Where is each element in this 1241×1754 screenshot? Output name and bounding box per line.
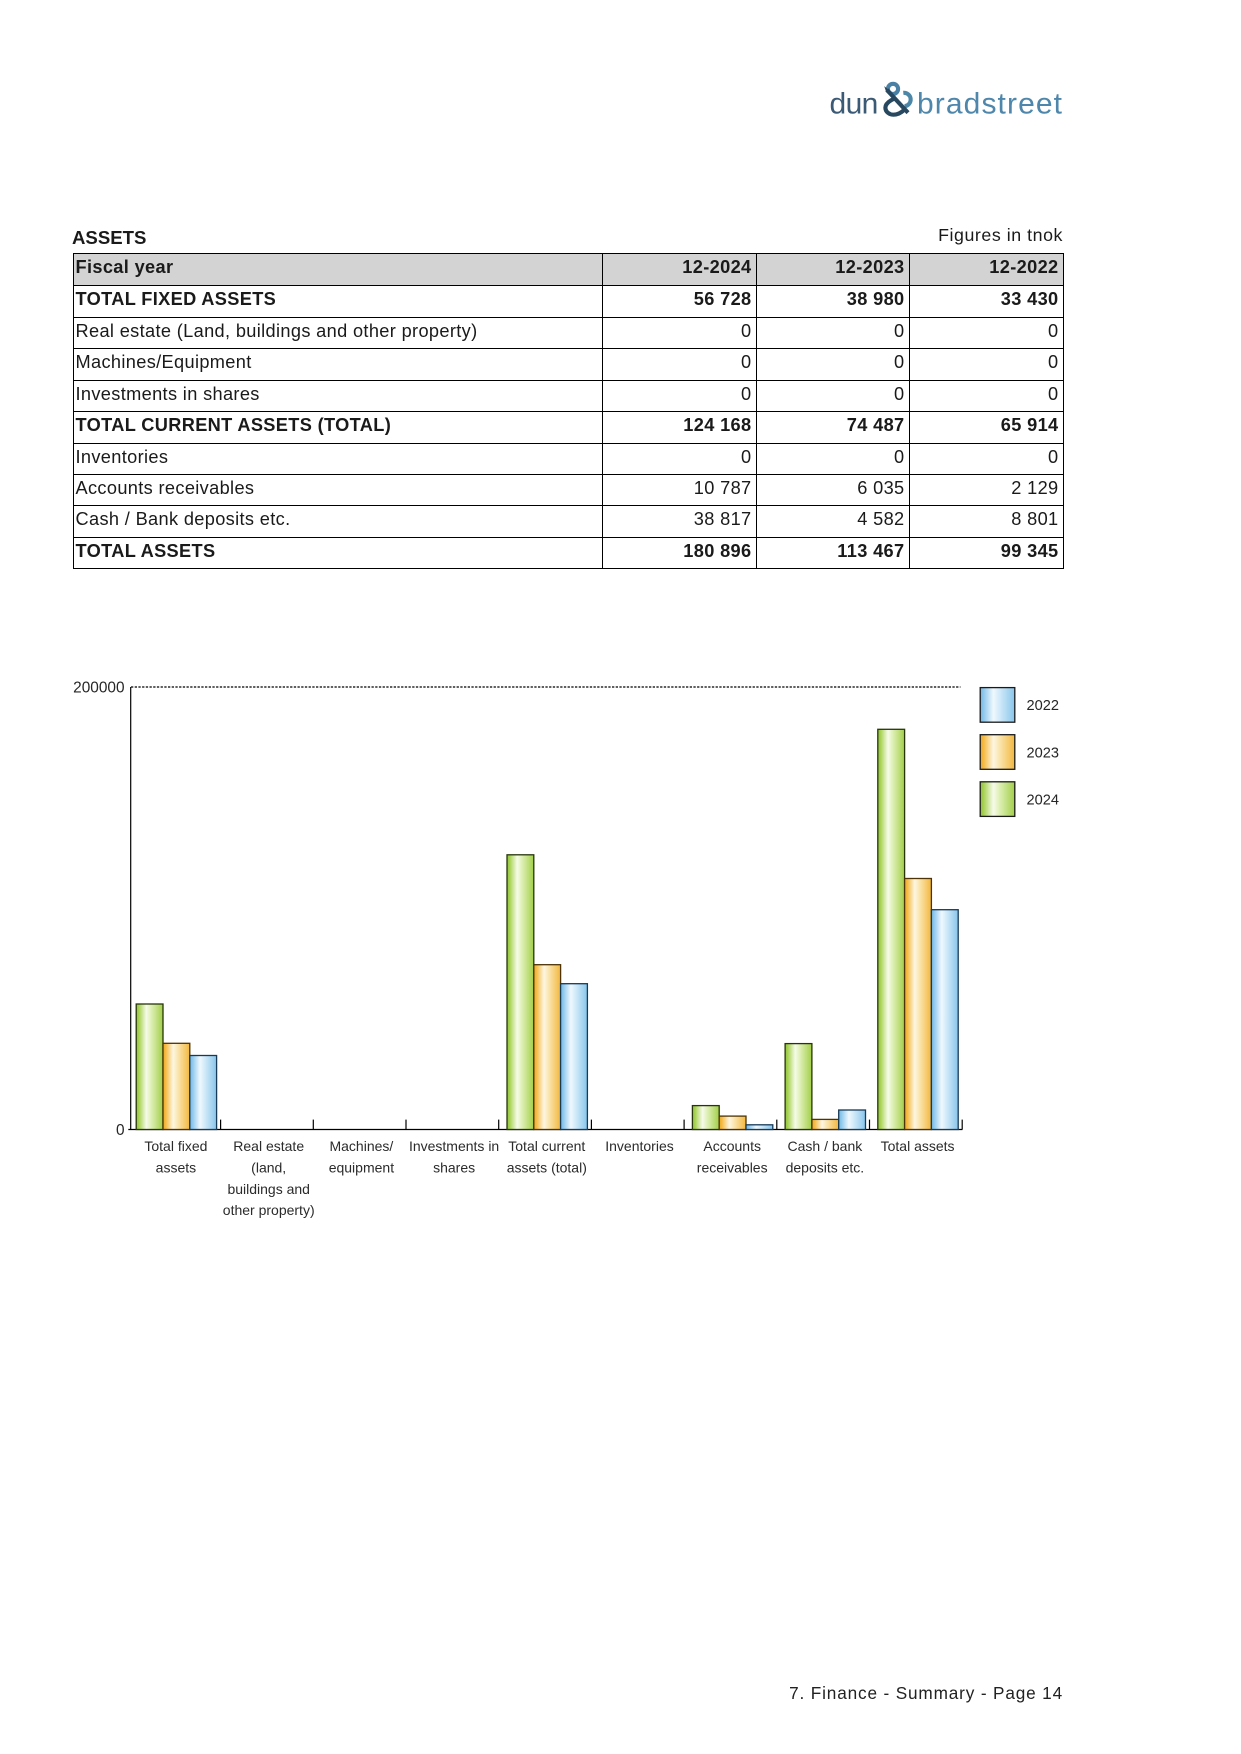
svg-text:0: 0: [116, 1122, 125, 1139]
svg-text:dun: dun: [830, 88, 878, 121]
svg-text:equipment: equipment: [329, 1159, 394, 1175]
svg-text:Accounts: Accounts: [703, 1138, 761, 1154]
svg-text:Machines/: Machines/: [329, 1138, 393, 1154]
svg-text:Cash / bank: Cash / bank: [788, 1138, 864, 1154]
svg-text:(land,: (land,: [251, 1159, 286, 1175]
svg-text:buildings and: buildings and: [227, 1181, 310, 1197]
svg-text:Investments in: Investments in: [409, 1138, 499, 1154]
svg-text:2022: 2022: [1027, 698, 1059, 714]
svg-text:shares: shares: [433, 1159, 475, 1175]
svg-text:other property): other property): [223, 1202, 315, 1218]
svg-text:Total fixed: Total fixed: [144, 1138, 207, 1154]
svg-text:Real estate: Real estate: [233, 1138, 304, 1154]
svg-text:2023: 2023: [1027, 745, 1059, 761]
svg-text:deposits etc.: deposits etc.: [786, 1159, 865, 1175]
svg-text:2024: 2024: [1027, 792, 1059, 808]
svg-text:Inventories: Inventories: [605, 1138, 673, 1154]
svg-text:bradstreet: bradstreet: [917, 88, 1063, 121]
svg-text:Total assets: Total assets: [881, 1138, 955, 1154]
svg-text:assets: assets: [156, 1159, 196, 1175]
svg-text:assets (total): assets (total): [507, 1159, 587, 1175]
svg-text:Total current: Total current: [508, 1138, 585, 1154]
svg-text:receivables: receivables: [697, 1159, 768, 1175]
svg-text:200000: 200000: [73, 679, 124, 696]
